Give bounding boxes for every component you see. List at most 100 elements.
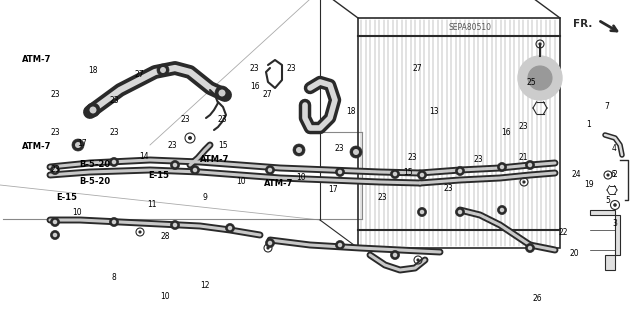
Circle shape [338, 243, 342, 247]
Circle shape [225, 224, 234, 233]
Circle shape [52, 220, 57, 224]
Text: 27: 27 [262, 90, 273, 99]
Text: ATM-7: ATM-7 [264, 179, 293, 188]
Circle shape [86, 103, 100, 117]
Circle shape [420, 173, 424, 177]
Circle shape [138, 230, 141, 234]
Text: 9: 9 [202, 193, 207, 202]
Text: B-5-20: B-5-20 [79, 160, 110, 169]
Text: 12: 12 [200, 281, 209, 290]
Text: 23: 23 [218, 115, 228, 124]
Text: 8: 8 [111, 273, 116, 282]
Circle shape [296, 147, 302, 153]
Text: 20: 20 [570, 249, 580, 258]
Circle shape [112, 160, 116, 164]
Text: 2: 2 [612, 170, 617, 179]
Text: 23: 23 [109, 96, 119, 105]
Circle shape [456, 167, 465, 175]
Text: 14: 14 [139, 152, 149, 161]
Text: 19: 19 [584, 180, 594, 189]
Circle shape [335, 241, 344, 249]
Text: 11: 11 [148, 200, 157, 209]
Text: E-15: E-15 [148, 171, 169, 180]
Text: SEPA80510: SEPA80510 [449, 23, 492, 32]
Circle shape [335, 167, 344, 176]
Text: 22: 22 [559, 228, 568, 237]
Circle shape [456, 207, 465, 217]
Text: 23: 23 [250, 64, 260, 73]
Circle shape [215, 86, 229, 100]
Circle shape [350, 146, 362, 158]
Text: 23: 23 [408, 153, 418, 162]
Circle shape [353, 149, 359, 155]
Text: 10: 10 [160, 292, 170, 301]
Text: 23: 23 [109, 128, 119, 137]
Circle shape [393, 253, 397, 257]
Text: ATM-7: ATM-7 [22, 142, 52, 151]
Text: 23: 23 [180, 115, 191, 124]
Text: 28: 28 [161, 232, 170, 241]
Circle shape [52, 168, 57, 172]
Circle shape [173, 163, 177, 167]
Text: 23: 23 [286, 64, 296, 73]
Circle shape [293, 144, 305, 156]
Text: 25: 25 [526, 78, 536, 87]
Circle shape [188, 136, 192, 140]
Text: 24: 24 [571, 170, 581, 179]
Circle shape [393, 172, 397, 176]
Text: 23: 23 [50, 165, 60, 174]
Text: 6: 6 [611, 170, 616, 179]
Circle shape [266, 246, 269, 249]
Circle shape [157, 64, 169, 76]
Text: 15: 15 [403, 168, 413, 177]
Text: ATM-7: ATM-7 [22, 55, 52, 63]
Text: 26: 26 [532, 294, 543, 303]
Circle shape [420, 210, 424, 214]
Circle shape [528, 66, 552, 90]
Circle shape [228, 226, 232, 230]
Circle shape [522, 181, 525, 184]
Circle shape [607, 174, 610, 177]
Circle shape [390, 169, 399, 179]
Text: 5: 5 [605, 196, 611, 205]
Circle shape [170, 220, 179, 229]
Text: 4: 4 [612, 144, 617, 153]
Circle shape [417, 207, 426, 217]
Circle shape [160, 67, 166, 73]
Text: 27: 27 [412, 64, 422, 73]
Text: 23: 23 [50, 90, 60, 99]
Circle shape [51, 166, 60, 174]
Circle shape [525, 160, 534, 169]
Text: 23: 23 [168, 141, 178, 150]
Circle shape [528, 163, 532, 167]
Text: ATM-7: ATM-7 [200, 155, 229, 164]
Circle shape [417, 258, 420, 262]
Polygon shape [590, 210, 620, 270]
Text: 23: 23 [474, 155, 484, 164]
Text: 3: 3 [612, 219, 617, 228]
Circle shape [52, 233, 57, 237]
Circle shape [191, 166, 200, 174]
Circle shape [266, 239, 275, 248]
Text: 16: 16 [500, 128, 511, 137]
Text: 23: 23 [334, 144, 344, 153]
Text: 7: 7 [604, 102, 609, 111]
Circle shape [218, 90, 225, 97]
Circle shape [268, 168, 272, 172]
Circle shape [268, 241, 272, 245]
Text: 21: 21 [519, 153, 528, 162]
Text: FR.: FR. [573, 19, 592, 29]
Text: B-5-20: B-5-20 [79, 177, 110, 186]
Circle shape [170, 160, 179, 169]
Text: 17: 17 [328, 185, 338, 194]
Circle shape [193, 168, 197, 172]
Text: 23: 23 [50, 128, 60, 137]
Circle shape [109, 158, 118, 167]
Circle shape [417, 170, 426, 180]
Circle shape [390, 250, 399, 259]
Text: 17: 17 [77, 139, 87, 148]
Text: 10: 10 [236, 177, 246, 186]
Text: 23: 23 [518, 122, 529, 130]
Text: 15: 15 [218, 141, 228, 150]
Text: 27: 27 [134, 70, 145, 79]
